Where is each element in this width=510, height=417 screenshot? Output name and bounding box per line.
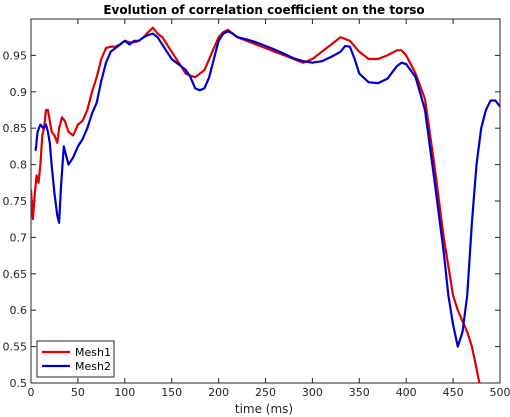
x-tick-label: 500: [490, 386, 510, 399]
x-tick-label: 450: [443, 386, 464, 399]
y-tick-label: 0.8: [10, 159, 28, 172]
legend-label-mesh2: Mesh2: [75, 360, 111, 373]
y-tick-label: 0.85: [3, 122, 28, 135]
series-line-mesh2: [34, 30, 500, 348]
series-line-mesh1: [31, 26, 481, 383]
y-tick-label: 0.55: [3, 341, 28, 354]
y-tick-label: 0.75: [3, 195, 28, 208]
legend-label-mesh1: Mesh1: [75, 346, 111, 359]
x-tick-label: 300: [302, 386, 323, 399]
x-tick-label: 150: [161, 386, 182, 399]
plot-area: 0 50 100 150 200 250 300 350 400 450 500 0.5 0.55 0.6…: [3, 18, 510, 399]
y-tick-label: 0.6: [10, 304, 28, 317]
x-tick-label: 0: [28, 386, 35, 399]
legend-box: [36, 340, 115, 378]
x-axis-title: time (ms): [235, 402, 293, 416]
x-tick-label: 100: [114, 386, 135, 399]
x-tick-label: 50: [71, 386, 85, 399]
y-tick-label: 0.5: [10, 377, 28, 390]
axes-frame: [30, 18, 501, 384]
y-tick-label: 0.9: [10, 86, 28, 99]
x-tick-label: 400: [396, 386, 417, 399]
y-tick-label: 0.7: [10, 231, 28, 244]
y-tick-label: 0.95: [3, 49, 28, 62]
y-tick-label: 0.65: [3, 268, 28, 281]
x-tick-label: 350: [349, 386, 370, 399]
x-tick-label: 250: [255, 386, 276, 399]
chart-title: Evolution of correlation coefficient on …: [103, 3, 424, 17]
x-tick-label: 200: [208, 386, 229, 399]
